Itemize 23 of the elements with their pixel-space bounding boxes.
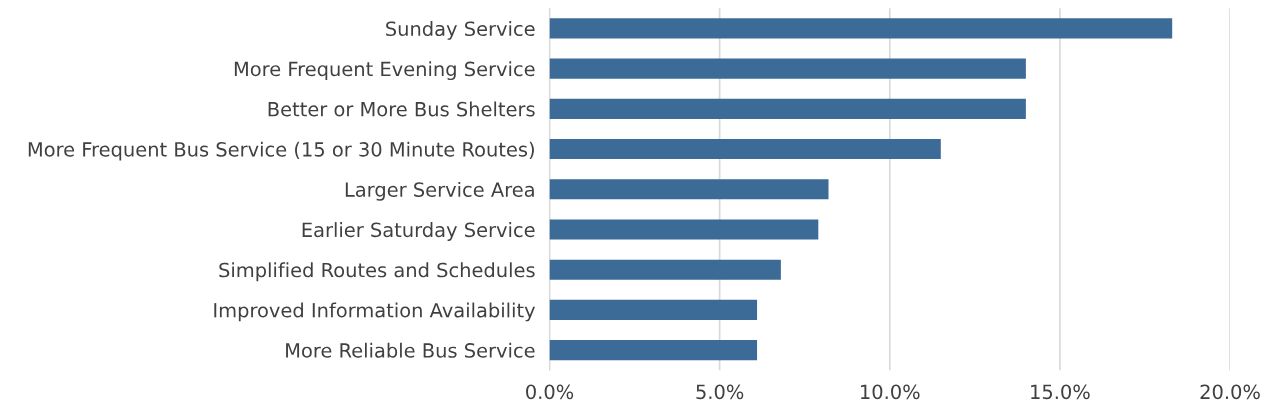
y-tick-label: More Frequent Bus Service (15 or 30 Minute Routes): [28, 141, 534, 161]
bar: [549, 98, 1026, 119]
y-tick-label: Better or More Bus Shelters: [268, 101, 535, 117]
x-tick-label: 10.0%: [861, 384, 920, 400]
bar: [549, 18, 1173, 39]
bar: [549, 259, 781, 280]
y-tick-label: Larger Service Area: [345, 181, 534, 201]
bar: [549, 219, 819, 240]
x-tick-label: 15.0%: [1031, 384, 1090, 400]
bar: [549, 340, 758, 361]
bar: [549, 299, 758, 320]
bar: [549, 179, 829, 200]
y-tick-label: Simplified Routes and Schedules: [219, 262, 535, 282]
bar: [549, 139, 941, 160]
y-tick-label: Earlier Saturday Service: [302, 222, 535, 241]
bar: [549, 58, 1026, 79]
y-tick-label: Improved Information Availability: [214, 302, 536, 322]
x-tick-label: 20.0%: [1200, 384, 1260, 400]
x-tick-label: 5.0%: [696, 384, 744, 400]
y-tick-label: More Reliable Bus Service: [286, 342, 535, 358]
y-tick-label: More Frequent Evening Service: [234, 61, 535, 81]
x-tick-label: 0.0%: [526, 384, 574, 400]
y-tick-label: Sunday Service: [386, 21, 535, 40]
